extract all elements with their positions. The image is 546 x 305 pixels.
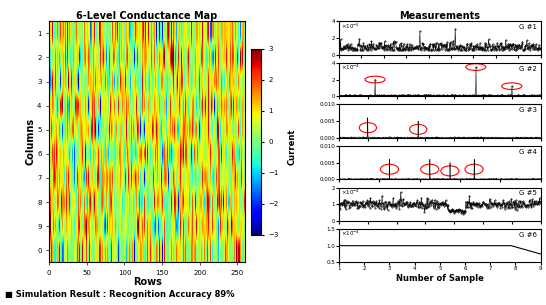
Y-axis label: Columns: Columns <box>26 118 35 165</box>
Text: G #6: G #6 <box>519 232 537 238</box>
Text: $\times10^{-4}$: $\times10^{-4}$ <box>341 188 360 197</box>
Text: G #2: G #2 <box>519 66 537 72</box>
Text: G #4: G #4 <box>519 149 537 155</box>
Text: $\times10^{-5}$: $\times10^{-5}$ <box>341 21 360 30</box>
Text: ■ Simulation Result : Recognition Accuracy 89%: ■ Simulation Result : Recognition Accura… <box>5 290 235 299</box>
Text: Current: Current <box>288 128 296 165</box>
Text: $\times10^{-4}$: $\times10^{-4}$ <box>341 63 360 72</box>
Text: G #3: G #3 <box>519 107 537 113</box>
Text: G #1: G #1 <box>519 24 537 30</box>
Text: $\times10^{-4}$: $\times10^{-4}$ <box>341 229 360 239</box>
Title: 6-Level Conductance Map: 6-Level Conductance Map <box>76 11 218 20</box>
Title: Measurements: Measurements <box>399 11 480 20</box>
Text: G #5: G #5 <box>519 190 537 196</box>
X-axis label: Number of Sample: Number of Sample <box>396 274 484 283</box>
X-axis label: Rows: Rows <box>133 277 162 287</box>
